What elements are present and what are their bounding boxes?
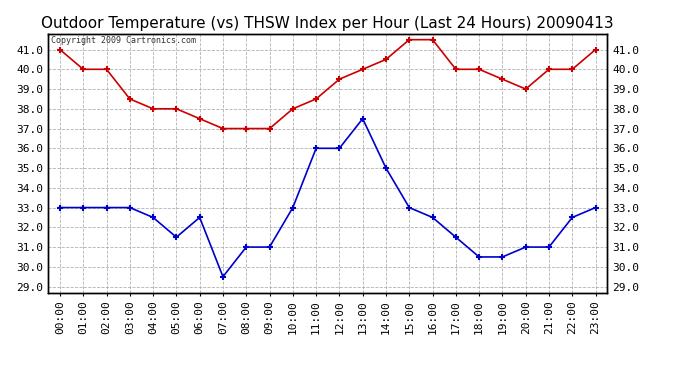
Text: Copyright 2009 Cartronics.com: Copyright 2009 Cartronics.com xyxy=(51,36,196,45)
Title: Outdoor Temperature (vs) THSW Index per Hour (Last 24 Hours) 20090413: Outdoor Temperature (vs) THSW Index per … xyxy=(41,16,614,31)
